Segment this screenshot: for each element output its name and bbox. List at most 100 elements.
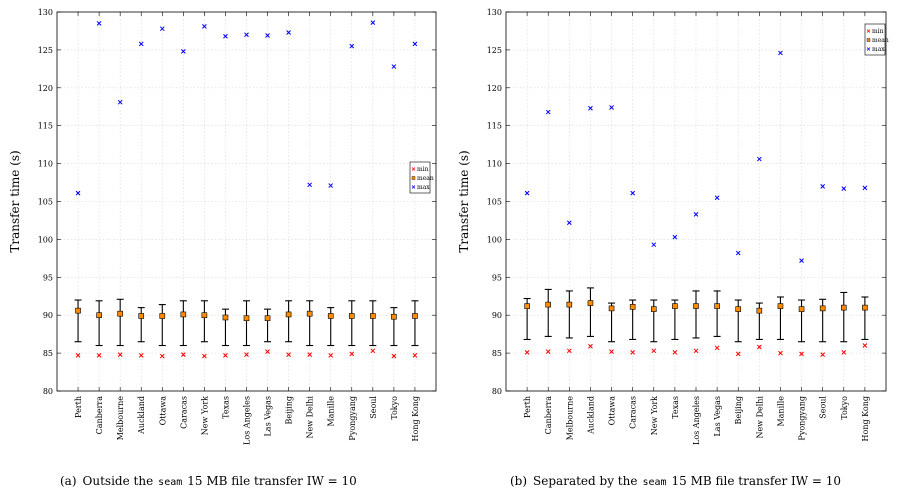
max-point (202, 24, 207, 29)
x-tick-label: Hong Kong (861, 396, 870, 441)
x-tick-label: Perth (523, 396, 532, 418)
min-point-stroke (862, 343, 868, 348)
min-point (180, 352, 186, 357)
x-tick-label: New Delhi (755, 396, 764, 439)
caption-seam-word: seam (158, 477, 182, 488)
max-point-stroke (223, 33, 228, 39)
min-point-stroke (265, 349, 270, 354)
caption-text-post: 15 MB file transfer IW = 10 (187, 474, 356, 488)
max-point (265, 33, 270, 38)
x-tick-label: Caracas (629, 396, 638, 429)
min-point (820, 352, 826, 357)
legend-label-mean: mean (417, 175, 434, 182)
mean-point (756, 307, 763, 314)
max-point (841, 186, 847, 191)
mean-point (587, 300, 594, 306)
max-point (778, 50, 783, 56)
max-point (96, 21, 102, 26)
x-tick-label: Los Angeles (692, 396, 701, 445)
max-point (391, 64, 397, 69)
mean-point (180, 311, 187, 318)
min-point-stroke (651, 348, 657, 354)
min-point (138, 353, 144, 358)
legend-label-mean: mean (872, 37, 889, 44)
min-point-stroke (96, 353, 102, 358)
min-point (391, 353, 397, 359)
max-point (609, 105, 614, 110)
min-point-stroke (117, 352, 123, 357)
max-point-stroke (180, 49, 186, 54)
min-point-stroke (799, 351, 804, 357)
y-tick-label: 85 (492, 349, 502, 358)
legend: min mean max (409, 161, 434, 194)
y-tick-label: 125 (38, 46, 53, 55)
x-tick-label: New York (650, 396, 659, 435)
x-tick-label: Melbourne (565, 396, 574, 441)
max-point-stroke (96, 21, 102, 26)
min-point-stroke (244, 352, 249, 357)
mean-point (306, 310, 313, 317)
min-point (799, 351, 804, 357)
legend-marker-max (866, 47, 871, 51)
max-point (630, 190, 636, 196)
min-point-stroke (545, 349, 551, 354)
mean-point (412, 313, 418, 319)
x-tick-label: Ottawa (608, 396, 617, 426)
min-point (735, 351, 741, 357)
y-axis-label: Transfer time (s) (457, 150, 471, 252)
y-tick-label: 120 (487, 84, 502, 93)
mean-point (327, 313, 334, 319)
mean-point (650, 306, 657, 312)
min-point (159, 353, 165, 359)
min-point-stroke (609, 349, 614, 354)
y-tick-label: 115 (38, 122, 53, 131)
y-tick-label: 120 (38, 84, 53, 93)
max-point (244, 32, 249, 38)
mean-point (391, 313, 397, 320)
legend-marker-mean (411, 176, 416, 180)
mean-point (117, 310, 123, 317)
y-tick-label: 115 (487, 122, 502, 131)
y-tick-label: 90 (492, 311, 502, 320)
x-tick-label: Manille (327, 396, 336, 427)
legend: min mean max (864, 23, 889, 56)
caption: (b) Separated by the seam 15 MB file transf… (510, 474, 841, 488)
max-point (75, 190, 81, 196)
max-point-stroke (799, 258, 804, 263)
mean-point (608, 305, 615, 312)
chart-panel-a: 80 85 90 95 100 105 110 115 120 125 130 Perth Canber… (8, 8, 437, 488)
max-point (820, 183, 826, 189)
min-point-stroke (566, 348, 572, 354)
legend-marker-mean (866, 38, 871, 42)
mean-point (159, 313, 166, 319)
mean-point (862, 304, 868, 311)
min-point-stroke (75, 353, 81, 358)
max-point (328, 183, 334, 188)
max-point (545, 109, 551, 115)
min-point-stroke (820, 352, 826, 357)
x-tick-label: Melbourne (116, 396, 125, 441)
max-point-stroke (820, 183, 826, 189)
max-point-stroke (328, 183, 334, 188)
legend-label-min: min (872, 28, 884, 35)
mean-point (138, 313, 145, 319)
mean-point (75, 307, 81, 314)
max-point-stroke (307, 182, 313, 188)
max-point (159, 26, 165, 32)
max-point-stroke (588, 105, 593, 111)
min-point-stroke (672, 349, 678, 355)
min-point (370, 348, 376, 354)
max-point (138, 41, 144, 47)
min-point (328, 353, 334, 358)
y-axis-label: Transfer time (s) (8, 150, 22, 252)
min-point (778, 350, 783, 356)
min-point-stroke (778, 350, 783, 356)
min-point-stroke (328, 353, 334, 358)
x-tick-label: Las Vegas (713, 396, 722, 437)
x-tick-label: Pyongyang (348, 396, 357, 441)
max-point (799, 258, 804, 263)
max-point-stroke (138, 41, 144, 47)
y-tick-label: 80 (43, 387, 53, 396)
mean-point (629, 304, 636, 310)
caption-seam-word: seam (642, 477, 666, 488)
